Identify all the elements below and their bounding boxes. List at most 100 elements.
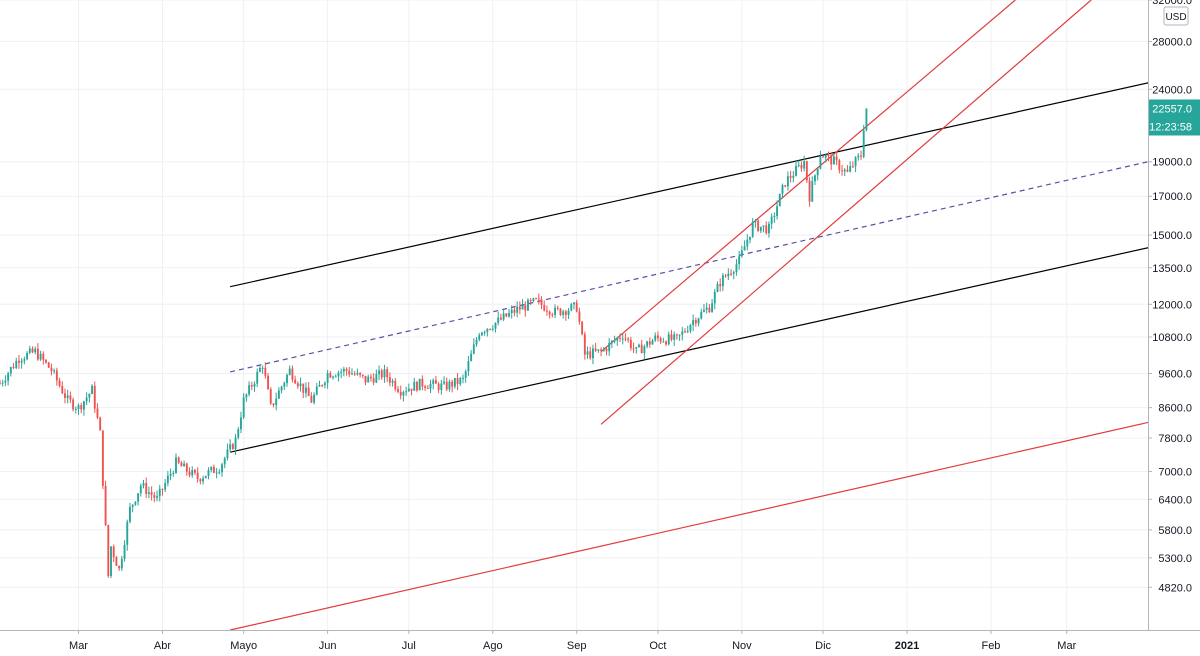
candle — [296, 381, 299, 389]
trendline[interactable] — [230, 161, 1149, 373]
candle — [334, 374, 337, 378]
candle — [183, 460, 186, 467]
candle — [64, 388, 66, 404]
candle — [575, 299, 578, 313]
candle — [137, 493, 140, 506]
candle — [516, 301, 519, 318]
candle — [697, 317, 700, 327]
candle — [746, 234, 749, 251]
candle — [256, 368, 259, 388]
candle — [462, 374, 464, 384]
x-tick-label: Mar — [69, 640, 88, 652]
trendline[interactable] — [600, 0, 1016, 353]
candle — [681, 326, 684, 341]
candle — [240, 411, 242, 434]
y-tick-label: 10800.0 — [1152, 332, 1192, 344]
candle — [212, 464, 215, 474]
candle — [91, 384, 94, 395]
candle — [857, 153, 860, 161]
candle — [229, 439, 232, 452]
x-tick-label: Abr — [154, 640, 171, 652]
candle — [383, 364, 386, 383]
candle — [713, 288, 716, 310]
candle — [107, 524, 110, 578]
candle — [567, 307, 570, 320]
candle — [378, 365, 381, 380]
candle — [475, 337, 478, 347]
candle — [80, 402, 83, 414]
candle — [429, 379, 432, 394]
candle — [45, 359, 47, 364]
currency-badge: USD — [1163, 6, 1189, 26]
candle — [548, 310, 551, 319]
candle — [23, 356, 26, 365]
candle — [129, 502, 131, 524]
y-tick-label: 8600.0 — [1158, 403, 1192, 415]
trendline[interactable] — [230, 247, 1149, 453]
candle — [510, 305, 513, 319]
candle — [299, 377, 302, 392]
time-scale[interactable] — [0, 631, 1200, 656]
candle — [491, 325, 494, 332]
candle — [359, 372, 362, 378]
candle — [602, 346, 605, 352]
candle — [191, 466, 194, 478]
candle — [502, 310, 505, 322]
candle — [218, 468, 221, 475]
candle — [264, 362, 267, 379]
candle — [662, 337, 665, 343]
candle — [283, 381, 286, 390]
trendline[interactable] — [600, 0, 1092, 425]
candle — [318, 380, 321, 387]
candle — [470, 349, 473, 362]
candle — [613, 335, 616, 344]
candle — [36, 343, 39, 361]
candle — [767, 221, 770, 238]
candle — [467, 355, 470, 376]
candle — [50, 363, 53, 376]
candle — [651, 338, 654, 345]
candle — [578, 307, 581, 325]
candle — [15, 357, 18, 370]
candle — [193, 468, 196, 475]
candle — [237, 427, 240, 440]
candle — [537, 293, 540, 305]
candle — [310, 392, 313, 403]
candle — [77, 403, 80, 415]
candle — [231, 442, 234, 450]
y-tick-label: 7800.0 — [1158, 433, 1192, 445]
candle — [185, 462, 188, 476]
candle — [654, 332, 657, 342]
candle — [610, 340, 613, 349]
trendline[interactable] — [230, 82, 1149, 288]
candle — [288, 365, 291, 376]
candle — [410, 388, 413, 396]
candle — [93, 381, 96, 413]
candle — [405, 386, 408, 396]
candle — [120, 555, 123, 572]
y-tick-label: 5300.0 — [1158, 553, 1192, 565]
candle — [616, 336, 619, 346]
candle — [267, 373, 269, 390]
candle — [786, 171, 789, 191]
candle — [386, 366, 389, 383]
candle — [345, 367, 348, 376]
candle — [624, 333, 627, 342]
candle — [131, 504, 134, 513]
candle — [302, 383, 305, 399]
candle — [280, 385, 283, 394]
candle — [464, 369, 467, 383]
candle — [147, 486, 150, 499]
trendline[interactable] — [230, 421, 1149, 631]
candle — [675, 333, 678, 340]
candle — [708, 303, 711, 313]
candle — [364, 375, 367, 386]
candle — [551, 312, 554, 318]
x-tick-label: Oct — [649, 640, 666, 652]
candle — [554, 304, 556, 319]
y-tick-label: 5800.0 — [1158, 525, 1192, 537]
candle — [96, 403, 99, 420]
candle — [7, 371, 10, 386]
